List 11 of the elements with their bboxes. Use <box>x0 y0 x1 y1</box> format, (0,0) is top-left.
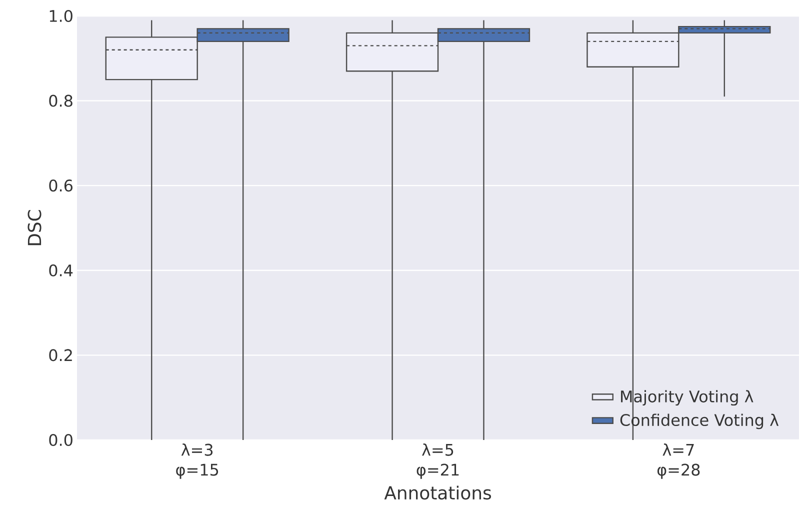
y-tick-label: 1.0 <box>50 10 72 22</box>
y-tick-label: 0.0 <box>49 434 72 446</box>
x-tick-label: λ=5 φ=21 <box>416 444 459 479</box>
y-tick-label: 0.6 <box>49 180 72 192</box>
y-axis-title: DSC <box>28 210 42 246</box>
y-tick-label: 0.4 <box>49 264 73 276</box>
y-tick-label: 0.8 <box>49 94 72 107</box>
x-tick-label: λ=7 φ=28 <box>657 444 700 479</box>
x-tick-label: λ=3 φ=15 <box>176 444 218 479</box>
y-tick-label: 0.2 <box>49 349 72 362</box>
x-axis-title: Annotations <box>384 486 491 500</box>
